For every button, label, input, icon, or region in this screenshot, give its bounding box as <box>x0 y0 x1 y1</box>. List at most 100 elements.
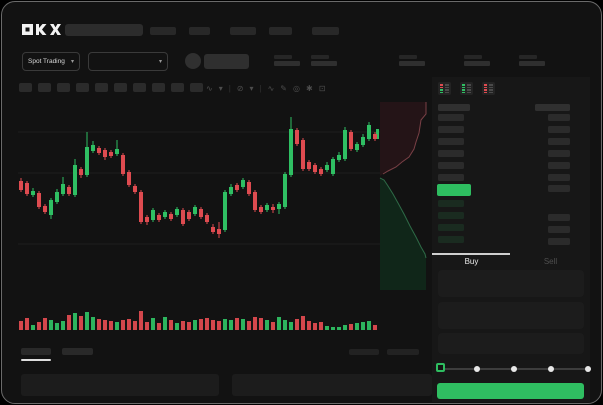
timeframe-button-placeholder[interactable] <box>19 83 32 92</box>
timeframe-button-placeholder[interactable] <box>190 83 203 92</box>
bid-price-placeholder[interactable] <box>438 212 464 219</box>
line-tool-icon[interactable]: ∿ <box>267 83 275 93</box>
timeframe-button-placeholder[interactable] <box>76 83 89 92</box>
tab-sell[interactable]: Sell <box>543 257 558 266</box>
orderbook-view-bids[interactable] <box>460 82 473 95</box>
ask-amount-placeholder[interactable] <box>548 138 570 145</box>
ask-amount-placeholder[interactable] <box>548 162 570 169</box>
nav-item-placeholder[interactable] <box>150 27 176 35</box>
bid-price-placeholder[interactable] <box>438 200 464 207</box>
ask-amount-placeholder[interactable] <box>548 114 570 121</box>
ask-price-placeholder[interactable] <box>438 162 464 169</box>
line <box>466 84 471 86</box>
timeframe-button-placeholder[interactable] <box>57 83 70 92</box>
chevron-down-icon[interactable]: ▾ <box>218 83 223 93</box>
ask-price-placeholder[interactable] <box>438 150 464 157</box>
pair-select[interactable]: ▾ <box>88 52 168 71</box>
fullscreen-icon[interactable]: ⊡ <box>318 83 326 93</box>
nav-item-placeholder[interactable] <box>230 27 256 35</box>
ask-amount-placeholder[interactable] <box>548 174 570 181</box>
timeframe-button-placeholder[interactable] <box>133 83 146 92</box>
ask-price-placeholder[interactable] <box>438 138 464 145</box>
line <box>444 91 449 94</box>
order-input-placeholder[interactable] <box>438 302 584 329</box>
buy-button[interactable] <box>437 383 584 399</box>
stat-value-placeholder <box>274 61 300 66</box>
okx-logo <box>22 24 61 35</box>
search-input[interactable] <box>65 24 143 36</box>
orders-action-placeholder[interactable] <box>349 349 379 355</box>
ask-price-placeholder[interactable] <box>438 174 464 181</box>
ask-amount-placeholder[interactable] <box>548 150 570 157</box>
dot <box>440 91 443 94</box>
bottom-tab[interactable] <box>62 348 93 355</box>
line <box>444 84 449 86</box>
interval-icon[interactable]: ⊘ <box>236 83 244 93</box>
orders-action-placeholder[interactable] <box>387 349 419 355</box>
orders-row-placeholder <box>232 374 432 396</box>
timeframe-button-placeholder[interactable] <box>152 83 165 92</box>
slider-stop[interactable] <box>511 366 517 372</box>
last-price-bar[interactable] <box>437 184 471 196</box>
bottom-tab-active[interactable] <box>21 348 51 355</box>
divider: | <box>228 83 231 93</box>
tab-buy[interactable]: Buy <box>464 257 479 266</box>
bid-price-placeholder[interactable] <box>438 224 464 231</box>
nav-item-placeholder[interactable] <box>312 27 339 35</box>
dot <box>484 86 487 89</box>
chart-tools: ∿ ▾ | ⊘ ▾ | ∿ ✎ ◎ ✱ ⊡ <box>206 81 331 95</box>
nav-item-placeholder[interactable] <box>269 27 292 35</box>
order-input-placeholder[interactable] <box>438 333 584 354</box>
line <box>488 91 493 94</box>
chevron-down-icon: ▾ <box>70 58 74 65</box>
bid-amount-placeholder[interactable] <box>548 214 570 221</box>
orders-row-placeholder <box>21 374 219 396</box>
bid-amount-placeholder[interactable] <box>548 238 570 245</box>
line <box>488 89 493 91</box>
bid-price-placeholder[interactable] <box>438 236 464 243</box>
order-input-placeholder[interactable] <box>438 270 584 297</box>
dot <box>462 84 465 86</box>
divider: | <box>259 83 262 93</box>
line <box>466 91 471 94</box>
settings-icon[interactable]: ✱ <box>305 83 313 93</box>
line <box>444 89 449 91</box>
slider-stop[interactable] <box>548 366 554 372</box>
dot <box>440 89 443 91</box>
stat-label-placeholder <box>274 55 292 59</box>
timeframe-button-placeholder[interactable] <box>95 83 108 92</box>
stat-value-placeholder <box>399 61 425 66</box>
orderbook-view-both[interactable] <box>438 82 451 95</box>
stat-value-placeholder <box>519 61 545 66</box>
dot <box>462 91 465 94</box>
dot <box>440 84 443 86</box>
dot <box>484 84 487 86</box>
price-chart[interactable] <box>18 97 434 332</box>
timeframe-button-placeholder[interactable] <box>114 83 127 92</box>
stat-value-placeholder <box>311 61 337 66</box>
camera-icon[interactable]: ◎ <box>293 83 300 93</box>
timeframe-button-placeholder[interactable] <box>38 83 51 92</box>
ask-price-placeholder[interactable] <box>438 126 464 133</box>
slider-stop[interactable] <box>474 366 480 372</box>
market-type-label: Spot Trading <box>28 58 65 65</box>
ask-price-placeholder[interactable] <box>438 114 464 121</box>
header-button-placeholder[interactable] <box>204 54 249 69</box>
slider-handle[interactable] <box>436 363 445 372</box>
draw-icon[interactable]: ✎ <box>280 83 287 93</box>
chevron-down-icon[interactable]: ▾ <box>249 83 254 93</box>
bid-amount-placeholder[interactable] <box>548 226 570 233</box>
ask-amount-placeholder[interactable] <box>548 126 570 133</box>
market-type-select[interactable]: Spot Trading ▾ <box>22 52 80 71</box>
bottom-tab-underline <box>21 359 51 361</box>
dot <box>462 86 465 89</box>
orderbook-header-amount <box>535 104 570 111</box>
pair-avatar[interactable] <box>185 53 201 69</box>
timeframe-button-placeholder[interactable] <box>171 83 184 92</box>
ask-amount-placeholder[interactable] <box>548 185 570 192</box>
orderbook-view-asks[interactable] <box>482 82 495 95</box>
nav-item-placeholder[interactable] <box>189 27 210 35</box>
indicator-icon[interactable]: ∿ <box>206 83 213 93</box>
slider-stop[interactable] <box>585 366 591 372</box>
